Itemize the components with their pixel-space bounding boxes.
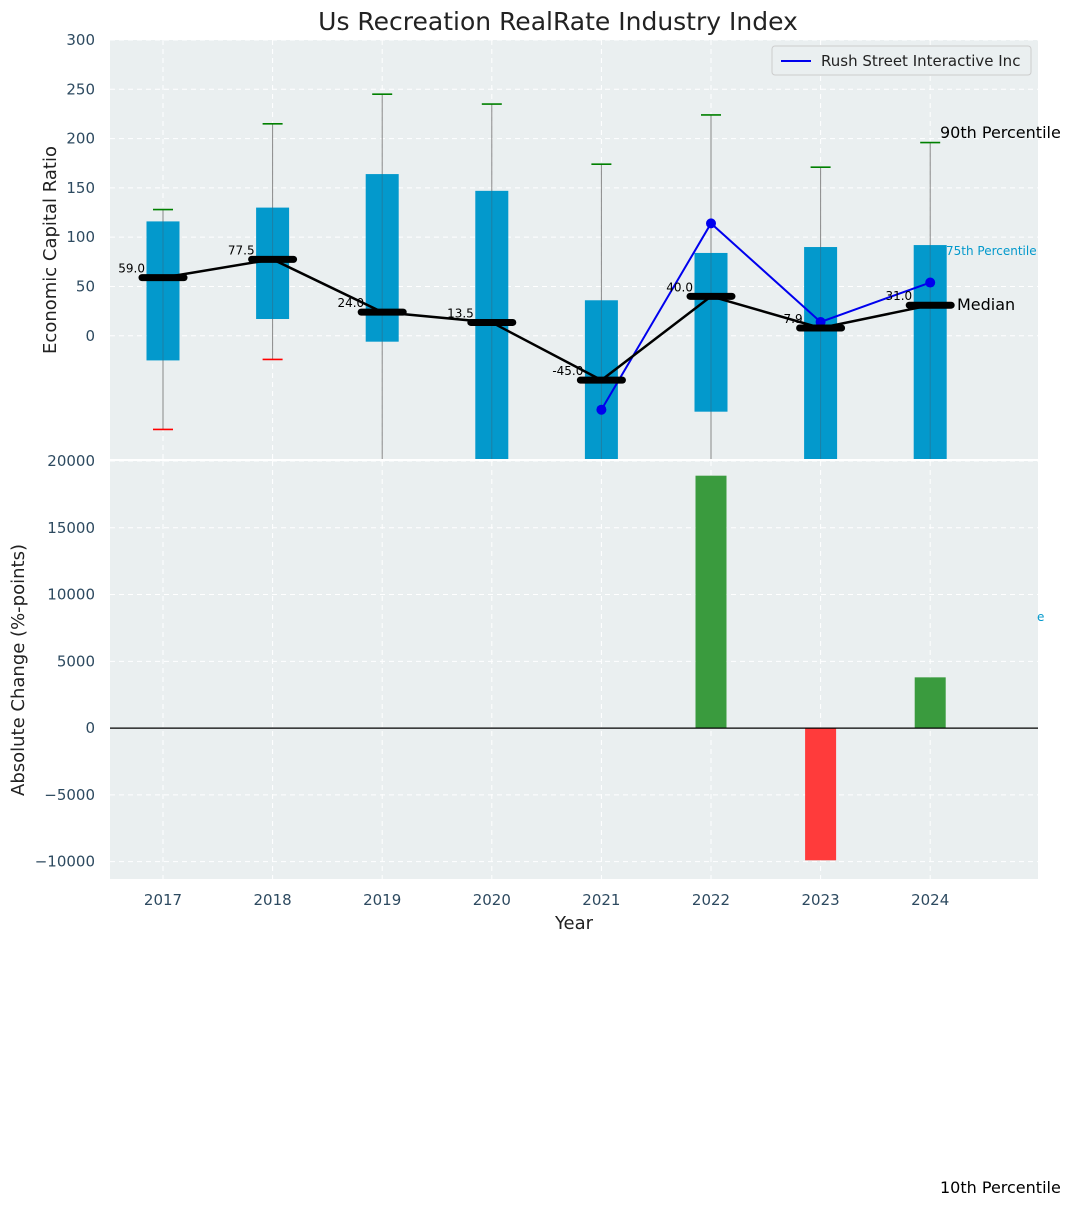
x-tick: 2024 — [911, 891, 949, 909]
company-line — [600, 221, 931, 411]
top-y-axis-label: Economic Capital Ratio — [40, 146, 61, 354]
bottom-y-axis-label: Absolute Change (%-points) — [8, 544, 29, 796]
bottom-y-tick: 0 — [85, 719, 95, 737]
top-y-tick: 100 — [66, 228, 95, 246]
x-tick: 2021 — [582, 891, 620, 909]
x-tick: 2019 — [363, 891, 401, 909]
company-point — [706, 218, 716, 229]
annotation-75th-percentile: 75th Percentile — [946, 244, 1037, 258]
top-y-tick: 150 — [66, 179, 95, 197]
x-axis-label: Year — [554, 913, 594, 934]
bottom-y-tick: 15000 — [47, 519, 95, 537]
top-y-tick: 0 — [85, 327, 95, 345]
bottom-y-tick: −10000 — [35, 853, 95, 871]
median-label: 59.0 — [118, 262, 145, 276]
x-tick-labels: 2017 2018 2019 2020 2021 2022 2023 2024 — [144, 891, 949, 909]
median-label: 40.0 — [666, 280, 693, 294]
chart-title: Us Recreation RealRate Industry Index — [318, 7, 798, 36]
annotation-median: Median — [957, 295, 1015, 314]
annotation-75th-percentile-cut: e — [1037, 610, 1044, 624]
x-tick: 2018 — [254, 891, 292, 909]
annotation-90th-percentile: 90th Percentile — [940, 123, 1061, 142]
top-y-tick: 250 — [66, 80, 95, 98]
median-label: 31.0 — [885, 289, 912, 303]
median-series — [138, 255, 955, 384]
x-tick: 2022 — [692, 891, 730, 909]
company-point — [815, 316, 826, 327]
top-y-tick: 300 — [66, 31, 95, 49]
change-bar — [805, 728, 837, 861]
change-bar — [914, 677, 946, 729]
median-label: 7.9 — [784, 312, 803, 326]
bottom-y-tick: 5000 — [57, 652, 95, 670]
median-value-labels: 59.0 77.5 24.0 13.5 -45.0 40.0 7.9 31.0 — [118, 243, 912, 378]
annotation-10th-percentile: 10th Percentile — [940, 1178, 1061, 1197]
company-point — [925, 277, 936, 288]
median-label: -45.0 — [552, 364, 583, 378]
x-tick: 2017 — [144, 891, 182, 909]
legend-label: Rush Street Interactive Inc — [821, 52, 1020, 70]
bottom-y-tick-labels: 20000 15000 10000 5000 0 −5000 −10000 — [35, 452, 95, 871]
bottom-y-tick: 10000 — [47, 586, 95, 604]
median-label: 77.5 — [228, 243, 255, 257]
change-bars — [695, 475, 946, 861]
top-y-tick-labels: 300 250 200 150 100 50 0 — [66, 31, 95, 345]
x-tick: 2020 — [473, 891, 511, 909]
median-label: 24.0 — [337, 296, 364, 310]
change-bar — [695, 475, 727, 729]
bottom-y-tick: 20000 — [47, 452, 95, 470]
median-label: 13.5 — [447, 306, 474, 320]
legend: Rush Street Interactive Inc — [771, 45, 1032, 76]
company-series — [596, 218, 936, 415]
top-y-tick: 200 — [66, 130, 95, 148]
median-line — [162, 258, 931, 382]
bottom-plot-area — [110, 461, 1038, 879]
company-point — [596, 404, 607, 415]
bottom-y-tick: −5000 — [44, 786, 95, 804]
top-y-tick: 50 — [76, 277, 95, 295]
x-tick: 2023 — [802, 891, 840, 909]
